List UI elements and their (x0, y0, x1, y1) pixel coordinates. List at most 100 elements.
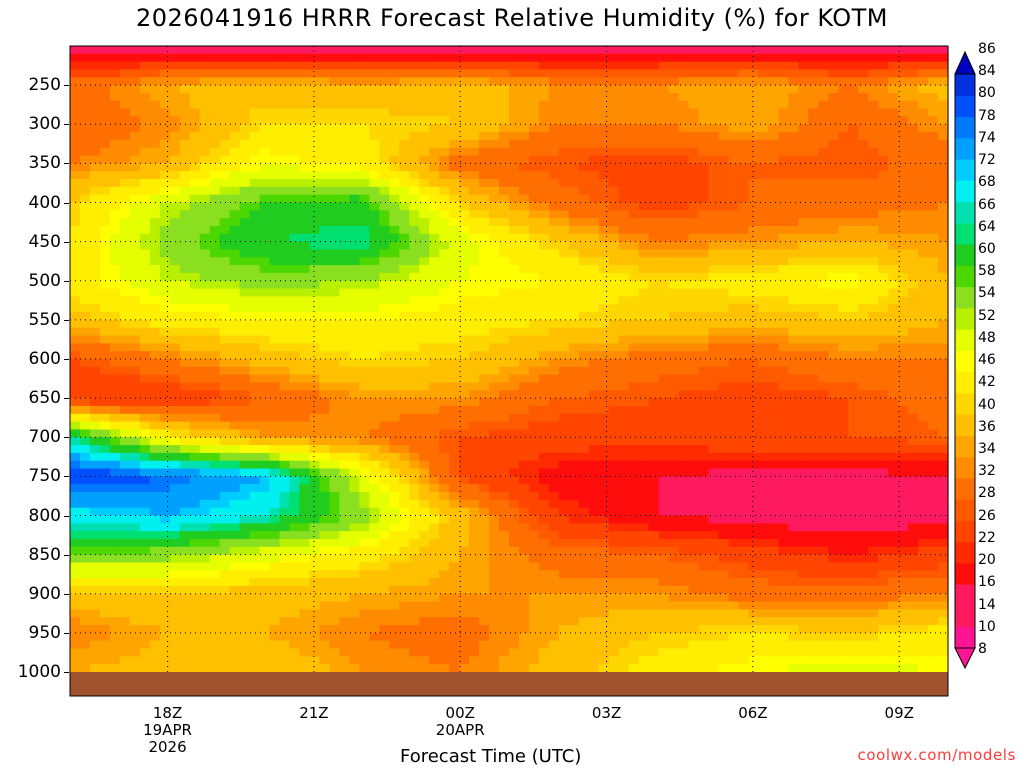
heatmap-cell (898, 405, 909, 415)
heatmap-cell (219, 265, 231, 274)
heatmap-cell (608, 218, 620, 227)
heatmap-cell (878, 69, 889, 78)
heatmap-cell (738, 92, 750, 102)
heatmap-cell (918, 327, 929, 337)
heatmap-cell (149, 272, 161, 282)
heatmap-cell (878, 116, 889, 125)
heatmap-cell (748, 359, 760, 368)
heatmap-cell (379, 233, 390, 243)
heatmap-cell (758, 100, 770, 110)
heatmap-cell (518, 163, 530, 172)
heatmap-cell (379, 46, 390, 55)
heatmap-cell (648, 280, 660, 290)
heatmap-cell (718, 272, 730, 282)
heatmap-cell (708, 452, 720, 462)
heatmap-cell (109, 194, 121, 204)
heatmap-cell (269, 249, 281, 258)
heatmap-cell (279, 296, 291, 305)
heatmap-cell (309, 108, 321, 118)
heatmap-cell (648, 445, 660, 454)
heatmap-cell (209, 476, 221, 485)
heatmap-cell (678, 452, 690, 462)
heatmap-cell (848, 194, 859, 204)
heatmap-cell (778, 460, 789, 470)
heatmap-cell (828, 327, 839, 337)
heatmap-cell (409, 398, 420, 407)
heatmap-cell (229, 218, 241, 227)
heatmap-cell (419, 390, 430, 399)
heatmap-cell (349, 61, 360, 71)
heatmap-cell (129, 179, 141, 188)
heatmap-cell (229, 452, 241, 462)
heatmap-cell (778, 382, 789, 391)
heatmap-cell (129, 218, 141, 227)
heatmap-cell (119, 460, 131, 470)
heatmap-cell (339, 186, 350, 196)
heatmap-cell (429, 421, 440, 431)
heatmap-cell (938, 437, 949, 446)
heatmap-cell (499, 233, 510, 243)
heatmap-cell (518, 46, 530, 55)
heatmap-cell (489, 194, 500, 204)
heatmap-cell (838, 53, 849, 63)
heatmap-cell (718, 179, 730, 188)
heatmap-cell (738, 85, 750, 94)
heatmap-cell (878, 186, 889, 196)
heatmap-cell (299, 351, 311, 360)
heatmap-cell (70, 186, 81, 196)
heatmap-cell (79, 460, 91, 470)
heatmap-cell (838, 171, 849, 180)
heatmap-cell (618, 61, 630, 71)
heatmap-cell (878, 280, 889, 290)
heatmap-cell (129, 265, 141, 274)
heatmap-cell (449, 116, 460, 125)
heatmap-cell (908, 359, 919, 368)
heatmap-cell (558, 405, 570, 415)
heatmap-cell (149, 61, 161, 71)
heatmap-cell (528, 429, 540, 438)
heatmap-cell (299, 61, 311, 71)
heatmap-cell (588, 147, 600, 157)
heatmap-cell (758, 194, 770, 204)
heatmap-cell (918, 319, 929, 329)
heatmap-cell (139, 202, 151, 211)
heatmap-cell (89, 476, 101, 485)
heatmap-cell (329, 225, 340, 235)
heatmap-cell (409, 335, 420, 344)
heatmap-cell (119, 69, 131, 78)
heatmap-cell (289, 147, 301, 157)
heatmap-cell (489, 155, 500, 164)
heatmap-cell (279, 69, 291, 78)
heatmap-cell (738, 374, 750, 384)
heatmap-cell (259, 46, 271, 55)
heatmap-cell (479, 194, 490, 204)
heatmap-cell (509, 288, 520, 298)
heatmap-cell (349, 421, 360, 431)
heatmap-cell (908, 132, 919, 141)
heatmap-cell (628, 249, 640, 258)
heatmap-cell (179, 304, 191, 313)
heatmap-cell (449, 319, 460, 329)
heatmap-cell (538, 225, 550, 235)
heatmap-cell (279, 452, 291, 462)
heatmap-cell (319, 139, 331, 149)
heatmap-cell (688, 77, 700, 86)
heatmap-cell (578, 359, 590, 368)
heatmap-cell (169, 179, 181, 188)
heatmap-cell (309, 335, 321, 344)
heatmap-cell (658, 257, 670, 266)
heatmap-cell (99, 53, 111, 63)
heatmap-cell (99, 468, 111, 477)
heatmap-cell (219, 225, 231, 235)
heatmap-cell (738, 61, 750, 71)
heatmap-cell (828, 257, 839, 266)
heatmap-cell (109, 460, 121, 470)
heatmap-cell (399, 257, 410, 266)
heatmap-cell (449, 202, 460, 211)
heatmap-cell (838, 421, 849, 431)
heatmap-cell (908, 405, 919, 415)
heatmap-cell (299, 382, 311, 391)
heatmap-cell (678, 312, 690, 321)
heatmap-cell (828, 272, 839, 282)
heatmap-cell (688, 445, 700, 454)
